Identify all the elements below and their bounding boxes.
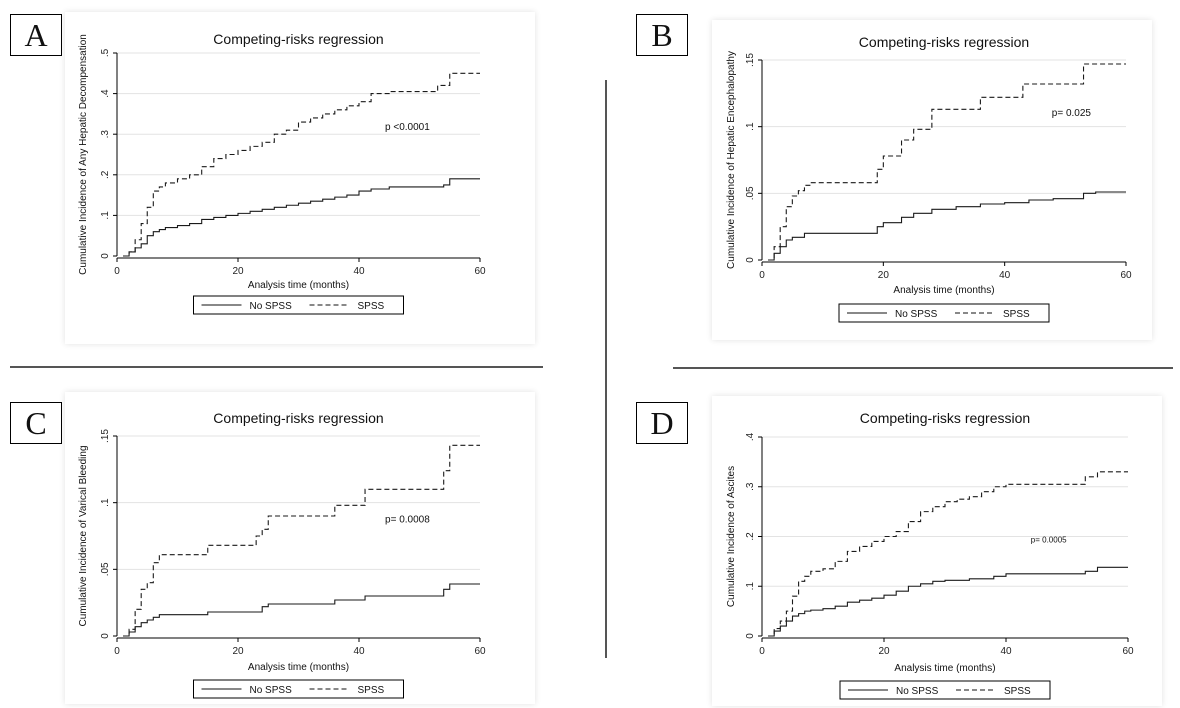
chart-panel-c: 0 .05 .1 .15 0 20 40 60 Competing-risks regressi… [78,410,486,699]
panel-label-d: D [636,402,688,444]
horizontal-divider-left [10,366,543,368]
series-line-spss [768,471,1128,637]
series-line-no-spss [768,191,1126,261]
chart-title: Competing-risks regression [213,410,383,426]
chart-title: Competing-risks regression [213,31,383,47]
y-axis-label: Cumulative Incidence of Ascites [726,466,737,607]
x-tick-label: 40 [999,270,1011,281]
y-tick-label: 0 [745,257,756,263]
x-tick-label: 0 [759,270,765,281]
panel-frame-d [712,396,1162,706]
y-tick-label: .2 [100,170,111,179]
legend: No SPSS SPSS [193,295,404,315]
panel-label-c: C [10,402,62,444]
chart-title: Competing-risks regression [860,410,1030,426]
legend-box [193,679,404,699]
legend-label-no-spss: No SPSS [895,309,938,320]
x-tick-label: 0 [759,646,765,657]
x-tick-label: 40 [353,646,365,657]
panel-label-b: B [636,14,688,56]
horizontal-divider-right [673,367,1173,369]
x-axis-label: Analysis time (months) [894,663,995,674]
y-tick-label: 0 [100,253,111,259]
legend-label-no-spss: No SPSS [250,301,293,312]
chart-panel-b: 0 .05 .1 .15 0 20 40 60 Competing-risks regressi… [726,34,1132,323]
y-tick-label: .1 [745,582,756,591]
y-tick-label: .4 [100,89,111,98]
x-tick-label: 20 [232,646,244,657]
legend: No SPSS SPSS [839,680,1051,700]
y-axis-label: Cumulative Incidence of Varical Bleeding [78,445,89,626]
series-line-spss [768,63,1126,261]
legend: No SPSS SPSS [838,303,1050,323]
x-tick-label: 0 [114,266,120,277]
legend-box [193,295,404,315]
panel-frame-c [65,392,535,704]
y-tick-label: .4 [745,432,756,441]
series-line-spss [123,444,480,637]
y-tick-label: .15 [745,53,756,67]
y-tick-label: 0 [745,633,756,639]
p-value-annotation: p= 0.025 [1052,108,1092,119]
y-tick-label: .15 [100,429,111,443]
y-axis-label: Cumulative Incidence of Hepatic Encephal… [726,51,737,269]
vertical-divider [605,80,607,658]
x-tick-label: 0 [114,646,120,657]
x-tick-label: 40 [1000,646,1012,657]
chart-panel-a: 0 .1 .2 .3 .4 .5 0 20 40 60 Competing-risks regres… [78,31,486,315]
series-line-no-spss [768,566,1128,637]
x-axis-label: Analysis time (months) [893,285,994,296]
legend-label-spss: SPSS [358,685,385,696]
p-value-annotation: p <0.0001 [385,122,430,133]
x-tick-label: 60 [474,646,486,657]
y-tick-label: .3 [100,130,111,139]
panel-frame-b [712,20,1152,340]
p-value-annotation: p= 0.0005 [1031,535,1067,544]
series-line-no-spss [123,178,480,257]
y-tick-label: .05 [745,186,756,200]
legend-label-no-spss: No SPSS [250,685,293,696]
y-axis-label: Cumulative Incidence of Any Hepatic Deco… [78,34,89,275]
panel-label-a: A [10,14,62,56]
y-tick-label: .3 [745,482,756,491]
y-tick-label: 0 [100,633,111,639]
x-axis-label: Analysis time (months) [248,280,349,291]
legend-label-spss: SPSS [1004,686,1031,697]
x-tick-label: 60 [1120,270,1132,281]
panel-frame-a [65,12,535,344]
x-tick-label: 20 [232,266,244,277]
y-tick-label: .1 [745,122,756,131]
legend-label-no-spss: No SPSS [896,686,939,697]
y-tick-label: .1 [100,498,111,507]
legend: No SPSS SPSS [193,679,404,699]
x-tick-label: 40 [353,266,365,277]
series-line-spss [123,72,480,257]
series-line-no-spss [123,583,480,637]
chart-panel-d: 0 .1 .2 .3 .4 0 20 40 60 Competing-risks regressi… [726,410,1134,700]
y-tick-label: .2 [745,532,756,541]
legend-box [838,303,1050,323]
y-tick-label: .05 [100,562,111,576]
y-tick-label: .5 [100,48,111,57]
x-tick-label: 60 [474,266,486,277]
x-axis-label: Analysis time (months) [248,662,349,673]
x-tick-label: 20 [878,646,890,657]
x-tick-label: 60 [1122,646,1134,657]
chart-title: Competing-risks regression [859,34,1029,50]
legend-label-spss: SPSS [358,301,385,312]
legend-box [839,680,1051,700]
p-value-annotation: p= 0.0008 [385,515,430,526]
x-tick-label: 20 [878,270,890,281]
y-tick-label: .1 [100,211,111,220]
legend-label-spss: SPSS [1003,309,1030,320]
